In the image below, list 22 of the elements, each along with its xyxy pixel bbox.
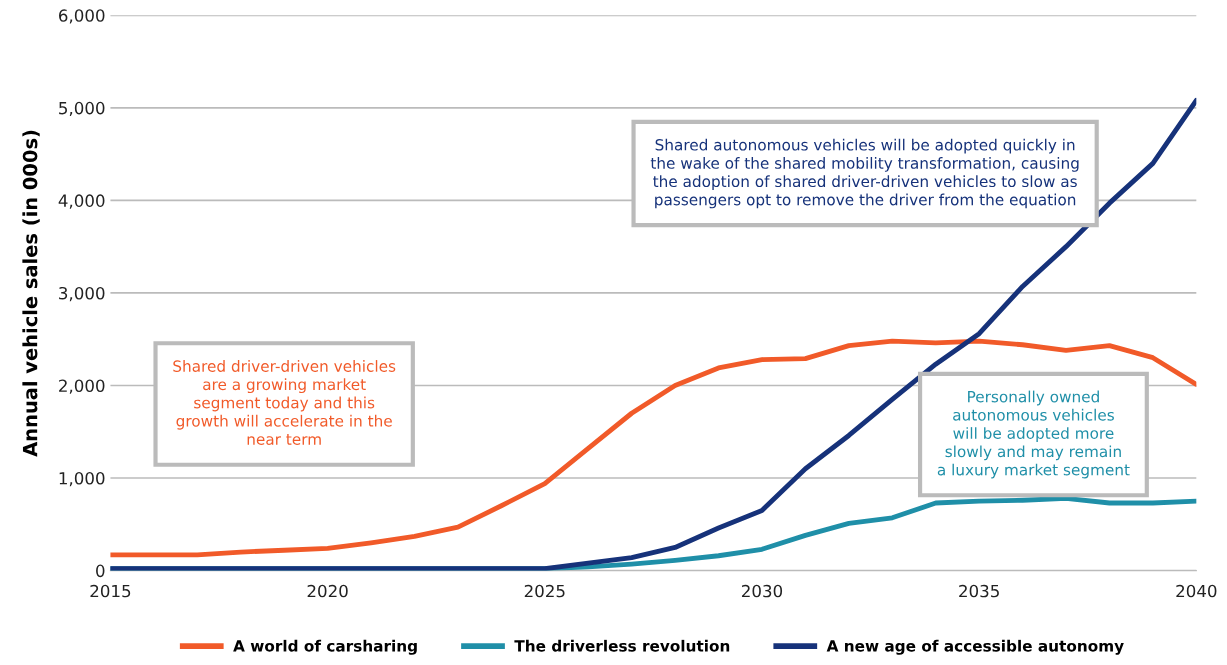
y-tick-label: 2,000 bbox=[59, 379, 105, 394]
y-tick-label: 6,000 bbox=[59, 9, 105, 24]
annotation: Shared autonomous vehicles will be adopted quickly in the wake of the shared mobility transformation, causing the adoption of shared driver-driven vehicles to slow as passengers opt to remove the driver from the equation bbox=[650, 138, 1079, 209]
annotation: Shared driver-driven vehicles are a growing market segment today and this growth will accelerate in the near term bbox=[173, 360, 396, 445]
y-tick-label: 4,000 bbox=[58, 194, 105, 209]
x-tick-label: 2030 bbox=[741, 584, 783, 598]
line-series bbox=[110, 98, 1197, 571]
y-tick-label: 0 bbox=[96, 564, 105, 578]
x-tick-label: 2035 bbox=[959, 584, 999, 598]
y-tick-label: 1,000 bbox=[59, 471, 105, 487]
y-tick-label: 5,000 bbox=[59, 101, 105, 117]
y-axis-title: Annual vehicle sales (in 000s) bbox=[22, 130, 40, 457]
x-tick-label: 2015 bbox=[90, 584, 131, 598]
y-tick-label: 3,000 bbox=[59, 286, 105, 302]
x-tick-label: 2020 bbox=[307, 584, 348, 598]
legend-label: A world of carsharing bbox=[233, 639, 417, 655]
line-series bbox=[110, 338, 1197, 558]
x-tick-label: 2025 bbox=[524, 584, 565, 598]
annotation: Personally owned autonomous vehicles will be adopted more slowly and may remain a luxury market segment bbox=[937, 390, 1130, 479]
legend-label: A new age of accessible autonomy bbox=[826, 639, 1124, 655]
x-tick-label: 2040 bbox=[1176, 584, 1217, 598]
legend-label: The driverless revolution bbox=[514, 639, 730, 652]
